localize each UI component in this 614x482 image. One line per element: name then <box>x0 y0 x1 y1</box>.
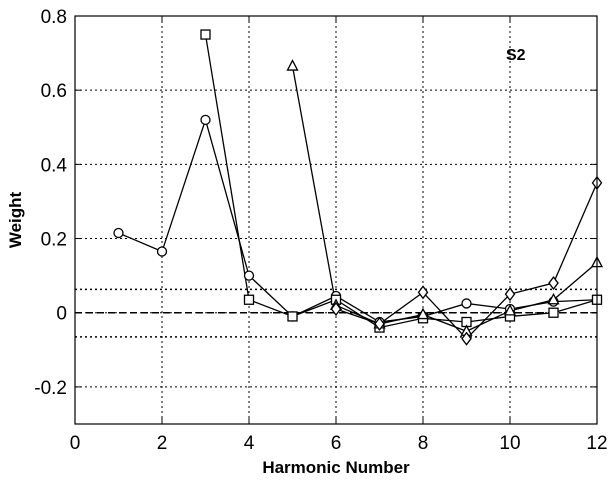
s2-annotation: S2 <box>506 47 526 64</box>
y-tick-label: 0.8 <box>41 7 67 28</box>
y-axis-label: Weight <box>6 191 25 248</box>
x-tick-label: 10 <box>499 433 520 454</box>
triangle-marker <box>503 303 517 316</box>
x-tick-label: 12 <box>586 433 607 454</box>
square-marker <box>200 29 211 40</box>
y-tick-label: 0 <box>56 304 67 325</box>
circle-marker <box>200 114 211 126</box>
diamond-marker <box>548 275 559 291</box>
series-line-circle <box>118 117 598 323</box>
y-tick-label: 0.6 <box>41 81 67 102</box>
square-marker <box>243 294 255 305</box>
diamond-marker <box>461 331 472 346</box>
series-markers <box>113 29 604 346</box>
x-tick-label: 0 <box>70 433 81 454</box>
tick-labels: 0 2 4 6 8 10 12 -0.2 0 0.2 0.4 0.6 0.8 <box>34 7 607 454</box>
diamond-marker <box>330 301 342 317</box>
circle-marker <box>113 227 124 239</box>
circle-marker <box>461 298 472 309</box>
y-tick-label: 0.2 <box>41 230 67 251</box>
x-axis-label: Harmonic Number <box>262 458 410 477</box>
triangle-marker <box>416 307 430 320</box>
y-tick-label: 0.4 <box>41 155 68 176</box>
axis-ticks <box>74 15 598 424</box>
series-line-square <box>204 34 598 329</box>
y-tick-label: -0.2 <box>34 378 67 399</box>
x-tick-label: 2 <box>157 433 168 454</box>
x-tick-label: 8 <box>418 433 429 454</box>
square-marker <box>287 311 298 322</box>
series-line-triangle <box>291 65 598 332</box>
circle-marker <box>156 246 168 257</box>
triangle-marker <box>547 292 560 305</box>
x-tick-label: 6 <box>331 433 342 454</box>
diamond-marker <box>504 287 516 302</box>
square-marker <box>548 307 559 318</box>
x-tick-label: 4 <box>244 433 255 454</box>
triangle-marker <box>286 59 299 71</box>
diamond-marker <box>417 285 429 300</box>
circle-marker <box>243 270 255 281</box>
diamond-marker <box>374 316 385 331</box>
